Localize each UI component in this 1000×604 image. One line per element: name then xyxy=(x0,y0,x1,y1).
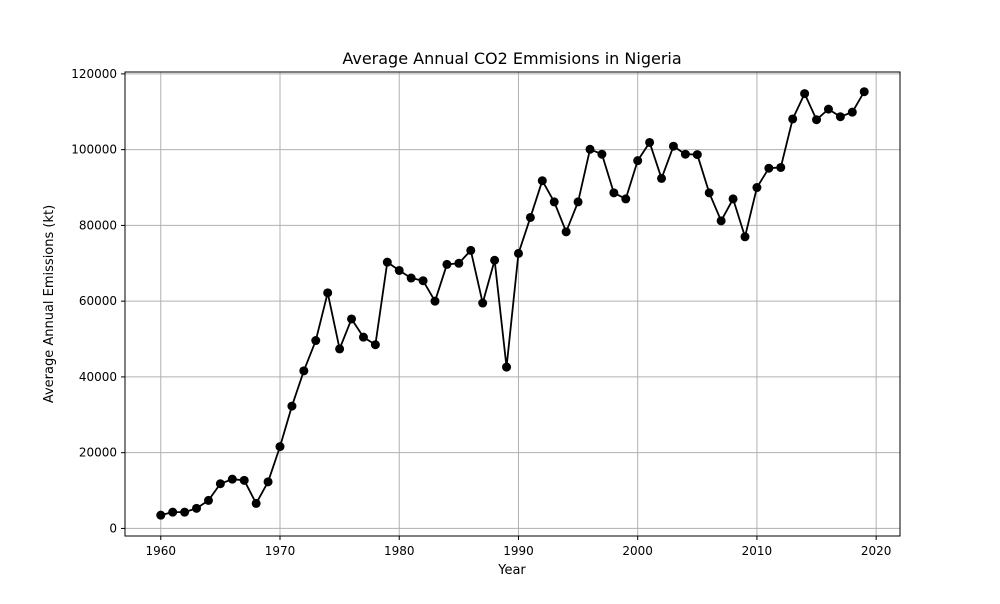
chart-title: Average Annual CO2 Emmisions in Nigeria xyxy=(342,49,681,68)
data-point xyxy=(549,197,559,207)
data-point xyxy=(704,188,714,198)
x-tick-label: 2000 xyxy=(622,544,653,558)
plot-frame xyxy=(124,71,901,537)
data-point xyxy=(692,150,702,160)
data-point xyxy=(239,475,249,485)
data-point xyxy=(812,115,822,125)
data-point xyxy=(454,258,464,268)
data-point xyxy=(573,197,583,207)
data-point xyxy=(585,144,595,154)
x-tick-label: 1970 xyxy=(265,544,296,558)
x-tick-label: 1990 xyxy=(503,544,534,558)
data-point xyxy=(287,401,297,411)
y-axis-label: Average Annual Emissions (kt) xyxy=(42,205,57,403)
y-tick-label: 100000 xyxy=(71,143,117,157)
data-point xyxy=(633,156,643,166)
series-line xyxy=(160,91,866,517)
data-point xyxy=(645,137,655,147)
data-point xyxy=(227,474,237,484)
y-tick-label: 0 xyxy=(109,521,117,535)
data-point xyxy=(490,255,500,265)
data-point xyxy=(263,477,273,487)
data-point xyxy=(728,194,738,204)
data-point xyxy=(370,340,380,350)
x-tick-label: 2020 xyxy=(861,544,892,558)
data-point xyxy=(192,503,202,513)
y-tick-label: 120000 xyxy=(71,67,117,81)
x-tick-label: 1960 xyxy=(145,544,176,558)
data-point xyxy=(597,149,607,159)
data-point xyxy=(347,314,357,324)
data-point xyxy=(764,163,774,173)
data-point xyxy=(203,495,213,505)
y-tick-label: 80000 xyxy=(79,218,117,232)
data-point xyxy=(156,510,166,520)
data-point xyxy=(835,112,845,122)
data-point xyxy=(800,89,810,99)
data-point xyxy=(275,442,285,452)
data-point xyxy=(299,366,309,376)
data-point xyxy=(394,265,404,275)
data-point xyxy=(609,188,619,198)
data-point xyxy=(537,176,547,186)
data-point xyxy=(215,479,225,489)
data-point xyxy=(788,114,798,124)
y-tick-label: 20000 xyxy=(79,446,117,460)
data-point xyxy=(168,507,178,517)
data-point xyxy=(859,87,869,97)
x-tick-label: 2010 xyxy=(742,544,773,558)
data-point xyxy=(513,248,523,258)
data-point xyxy=(430,296,440,306)
data-point xyxy=(442,259,452,269)
data-point xyxy=(776,162,786,172)
data-point xyxy=(621,194,631,204)
data-point xyxy=(740,232,750,242)
data-point xyxy=(657,173,667,183)
data-point xyxy=(382,257,392,267)
data-point xyxy=(335,344,345,354)
data-point xyxy=(251,498,261,508)
y-tick-label: 60000 xyxy=(79,294,117,308)
data-point xyxy=(716,216,726,226)
data-point xyxy=(478,298,488,308)
data-point xyxy=(466,245,476,255)
x-axis-label: Year xyxy=(497,563,526,578)
grid-lines xyxy=(125,72,900,536)
x-tick-label: 1980 xyxy=(384,544,415,558)
data-point xyxy=(180,507,190,517)
axis-ticks: 1960 1970 1980 1990 2000 2010 2020 0 20000 40000 6… xyxy=(71,67,891,558)
data-point xyxy=(525,212,535,222)
data-point xyxy=(406,273,416,283)
data-point xyxy=(668,141,678,151)
data-point xyxy=(311,336,321,346)
data-point xyxy=(847,107,857,117)
data-point xyxy=(323,288,333,298)
y-tick-label: 40000 xyxy=(79,370,117,384)
data-point xyxy=(752,183,762,193)
data-point xyxy=(418,276,428,286)
data-point xyxy=(823,104,833,114)
data-series xyxy=(156,87,869,520)
data-point xyxy=(680,149,690,159)
data-point xyxy=(358,332,368,342)
data-point xyxy=(502,362,512,372)
data-point xyxy=(561,227,571,237)
